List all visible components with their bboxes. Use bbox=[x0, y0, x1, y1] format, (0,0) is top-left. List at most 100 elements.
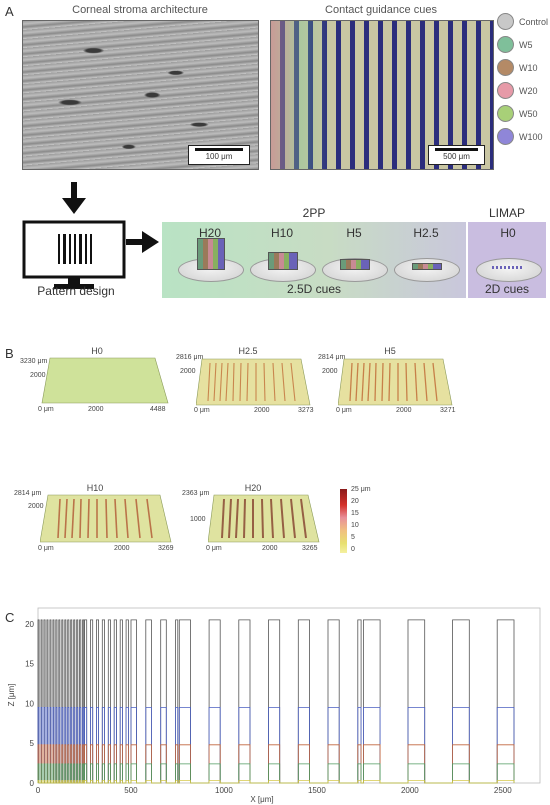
legend-label: W20 bbox=[519, 85, 538, 96]
surface-h20-title: H20 bbox=[244, 483, 262, 493]
down-arrow-icon bbox=[62, 182, 86, 214]
surface-h20-xzero: 0 μm bbox=[206, 545, 222, 552]
surface-h10-title: H10 bbox=[86, 483, 104, 493]
legend-item-w5: W5 bbox=[497, 33, 550, 56]
surface-h2-5-ymid: 2000 bbox=[180, 368, 196, 375]
panel-c-letter: C bbox=[5, 610, 15, 625]
surface-h2-5-title: H2.5 bbox=[238, 346, 258, 356]
legend-item-w20: W20 bbox=[497, 79, 550, 102]
legend-item-w10: W10 bbox=[497, 56, 550, 79]
surface-h5-title: H5 bbox=[384, 346, 396, 356]
label-2-5d-cues: 2.5D cues bbox=[286, 282, 342, 296]
surface-h0-plot bbox=[41, 357, 169, 404]
profile-series-1 bbox=[37, 707, 515, 784]
sample-disk-h2-5 bbox=[394, 258, 460, 282]
surface-h0-ymid: 2000 bbox=[30, 372, 46, 379]
right-arrow-icon bbox=[126, 231, 159, 253]
colorbar-tick-0: 0 bbox=[351, 546, 355, 553]
chart-plot-area bbox=[37, 607, 541, 784]
surface-h10-plot bbox=[40, 494, 172, 543]
legend-label: W100 bbox=[519, 131, 543, 142]
profile-series-3 bbox=[37, 763, 515, 784]
surface-h5-xmid: 2000 bbox=[396, 407, 412, 414]
panel-b-letter: B bbox=[5, 346, 14, 361]
colorbar-tick-25: 25 μm bbox=[351, 486, 371, 493]
label-2d-cues: 2D cues bbox=[484, 282, 530, 296]
legend-dot bbox=[497, 105, 514, 122]
chart-y-axis-label: Z [μm] bbox=[7, 684, 16, 707]
surface-h2-5-xmax: 3273 bbox=[298, 407, 314, 414]
pattern-design-label: Pattern design bbox=[37, 284, 115, 298]
surface-h10-ymid: 2000 bbox=[28, 503, 44, 510]
sample-block-h10 bbox=[268, 252, 298, 270]
group-2pp-title: 2PP bbox=[302, 206, 326, 220]
sample-block-h20 bbox=[197, 238, 225, 270]
surface-h10-ymax: 2814 μm bbox=[14, 490, 42, 497]
chart-x-axis-label: X [μm] bbox=[250, 795, 273, 804]
x-tick-label: 2000 bbox=[401, 786, 419, 795]
colorbar-tick-5: 5 bbox=[351, 534, 355, 541]
surface-h10-xmid: 2000 bbox=[114, 545, 130, 552]
surface-h5-xmax: 3271 bbox=[440, 407, 456, 414]
y-tick-label: 20 bbox=[25, 620, 34, 629]
surface-h10-xzero: 0 μm bbox=[38, 545, 54, 552]
legend-dot bbox=[497, 59, 514, 76]
condition-legend: Control W5 W10 W20 W50 W100 bbox=[497, 10, 550, 148]
cue-title: Contact guidance cues bbox=[325, 4, 437, 16]
legend-label: W50 bbox=[519, 108, 538, 119]
x-tick-label: 1000 bbox=[215, 786, 233, 795]
surface-h2-5-xmid: 2000 bbox=[254, 407, 270, 414]
x-tick-label: 1500 bbox=[308, 786, 326, 795]
height-label-h0: H0 bbox=[500, 226, 516, 240]
sem-scalebar: 100 μm bbox=[188, 145, 250, 165]
height-label-h5: H5 bbox=[346, 226, 362, 240]
x-tick-label: 0 bbox=[36, 786, 41, 795]
height-label-h20: H20 bbox=[198, 226, 221, 240]
sem-image: 100 μm bbox=[22, 20, 259, 170]
surface-h5-plot bbox=[338, 358, 453, 406]
cue-scalebar-label: 500 μm bbox=[443, 152, 470, 161]
surface-h5-ymax: 2814 μm bbox=[318, 354, 346, 361]
surface-h0-xmax: 4488 bbox=[150, 406, 166, 413]
surface-h2-5-plot bbox=[196, 358, 311, 406]
legend-item-control: Control bbox=[497, 10, 550, 33]
legend-item-w50: W50 bbox=[497, 102, 550, 125]
surface-h20-ymax: 2363 μm bbox=[182, 490, 210, 497]
surface-h20-xmax: 3265 bbox=[302, 545, 318, 552]
surface-h5-ymid: 2000 bbox=[322, 368, 338, 375]
surface-h2-5-xzero: 0 μm bbox=[194, 407, 210, 414]
sample-block-h2-5 bbox=[412, 263, 442, 270]
surface-h20-plot bbox=[208, 494, 320, 543]
sem-title: Corneal stroma architecture bbox=[72, 4, 208, 16]
monitor-icon bbox=[22, 220, 126, 289]
y-tick-label: 5 bbox=[30, 739, 35, 748]
sample-lines-h0 bbox=[492, 266, 524, 269]
x-tick-label: 500 bbox=[124, 786, 138, 795]
surface-h0-xzero: 0 μm bbox=[38, 406, 54, 413]
colorbar-tick-20: 20 bbox=[351, 498, 359, 505]
panel-a-letter: A bbox=[5, 4, 14, 19]
legend-dot bbox=[497, 36, 514, 53]
height-label-h2-5: H2.5 bbox=[413, 226, 439, 240]
surface-h20-ymid: 1000 bbox=[190, 516, 206, 523]
height-label-h10: H10 bbox=[270, 226, 293, 240]
legend-label: W5 bbox=[519, 39, 533, 50]
y-tick-label: 10 bbox=[25, 699, 34, 708]
surface-h0-xmid: 2000 bbox=[88, 406, 104, 413]
legend-label: W10 bbox=[519, 62, 538, 73]
sample-disk-h5 bbox=[322, 258, 388, 282]
legend-label: Control bbox=[519, 16, 549, 27]
legend-dot bbox=[497, 128, 514, 145]
height-colorbar bbox=[340, 489, 347, 553]
sample-disk-h0 bbox=[476, 258, 542, 282]
x-tick-label: 2500 bbox=[494, 786, 512, 795]
profile-chart: 0 500 1000 1500 2000 2500 0 5 10 15 20 X [μm] Z [μ… bbox=[7, 607, 541, 804]
surface-h0-title: H0 bbox=[91, 346, 103, 356]
y-tick-label: 15 bbox=[25, 660, 34, 669]
cue-image: 500 μm bbox=[270, 20, 494, 170]
group-limap-title: LIMAP bbox=[488, 206, 525, 220]
sample-block-h5 bbox=[340, 259, 370, 270]
profile-series-4 bbox=[37, 780, 515, 784]
surface-h5-xzero: 0 μm bbox=[336, 407, 352, 414]
cue-scalebar: 500 μm bbox=[428, 145, 485, 165]
